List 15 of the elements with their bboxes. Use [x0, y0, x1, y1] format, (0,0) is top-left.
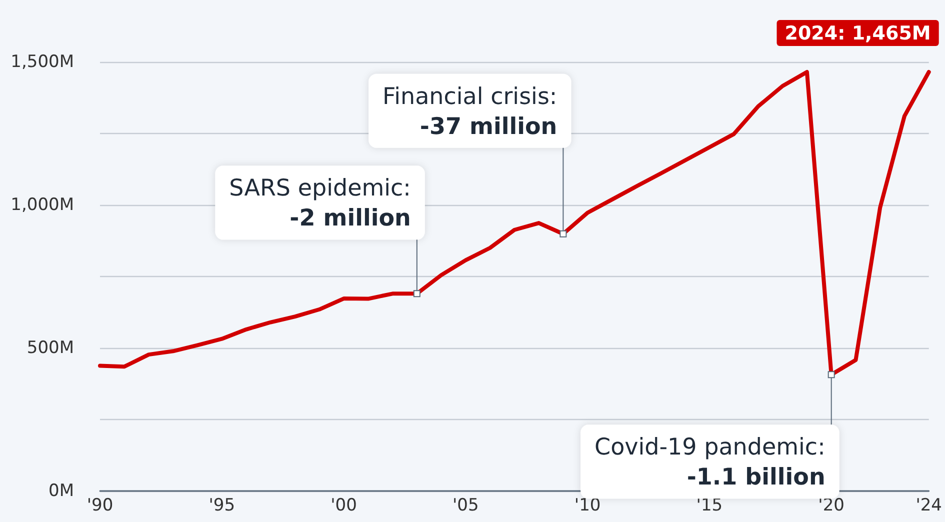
x-tick-label: '95: [208, 496, 236, 516]
annotation: SARS epidemic: -2 million: [229, 176, 411, 232]
y-tick-label: 500M: [26, 338, 74, 358]
x-tick-label: '90: [86, 496, 114, 516]
x-tick-label: '24: [916, 496, 942, 516]
y-tick-label: 0M: [48, 481, 74, 501]
x-tick-label: '10: [574, 496, 601, 516]
x-tick-label: '20: [818, 496, 844, 516]
annotation: Financial crisis: -37 million: [382, 84, 558, 140]
x-tick-label: '00: [330, 496, 357, 516]
y-tick-label: 1,000M: [10, 195, 74, 215]
x-tick-label: '05: [452, 496, 479, 516]
annotation: Covid-19 pandemic: -1.1 billion: [594, 434, 826, 491]
annotation: 2024: 1,465M: [784, 22, 931, 45]
y-tick-label: 1,500M: [10, 52, 74, 72]
